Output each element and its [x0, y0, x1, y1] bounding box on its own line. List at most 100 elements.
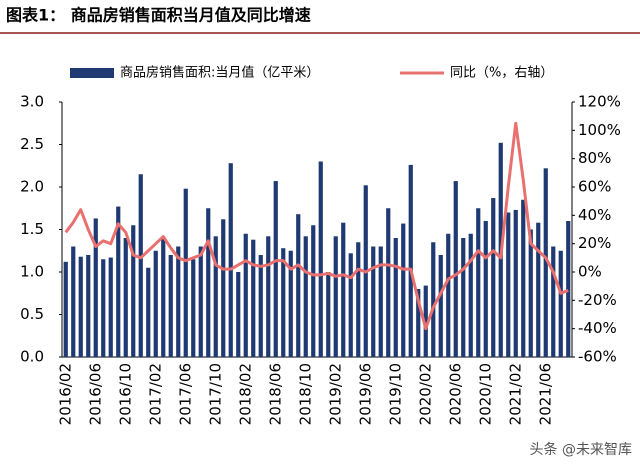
bar [198, 246, 203, 357]
bar [251, 239, 256, 357]
bar [431, 242, 436, 357]
y2-tick-label: 40% [578, 206, 611, 224]
x-tick-label: 2016/10 [116, 363, 134, 425]
bar [506, 212, 511, 357]
x-tick-label: 2020/06 [446, 363, 464, 425]
bar [168, 255, 173, 357]
bar [333, 236, 338, 357]
bar [386, 208, 391, 357]
y-tick-label: 1.0 [20, 263, 44, 281]
bar [236, 272, 241, 357]
legend-swatch [70, 68, 114, 78]
y-tick-label: 2.5 [20, 135, 44, 153]
bar [393, 238, 398, 357]
x-tick-label: 2021/06 [536, 363, 554, 425]
bar [191, 259, 196, 357]
legend-label: 商品房销售面积:当月值（亿平米） [120, 65, 319, 81]
bar [461, 238, 466, 357]
bar [138, 174, 143, 357]
y2-tick-label: 120% [578, 93, 621, 111]
bar [86, 255, 91, 357]
bar [161, 238, 166, 357]
legend-label: 同比（%，右轴） [450, 66, 553, 81]
bar [153, 250, 158, 357]
bar [378, 246, 383, 357]
y2-tick-label: -60% [578, 348, 617, 366]
bar [243, 233, 248, 357]
bar [281, 248, 286, 357]
bar [116, 206, 121, 357]
bar [543, 168, 548, 357]
y2-tick-label: -20% [578, 291, 617, 309]
bar [63, 261, 68, 357]
bar [176, 246, 181, 357]
bar [258, 255, 263, 357]
x-tick-label: 2017/10 [206, 363, 224, 425]
bar [416, 289, 421, 357]
bar [326, 272, 331, 357]
bar [423, 285, 428, 357]
watermark: 头条 @未来智库 [530, 441, 632, 458]
bar [371, 246, 376, 357]
x-tick-label: 2020/10 [476, 363, 494, 425]
bar [536, 222, 541, 357]
bar [491, 198, 496, 357]
y-tick-label: 0.0 [20, 348, 44, 366]
x-tick-label: 2021/02 [506, 363, 524, 425]
bar [483, 221, 488, 357]
bar [318, 161, 323, 357]
bar [146, 267, 151, 357]
line [64, 121, 569, 331]
bar [206, 208, 211, 357]
bar [78, 256, 83, 357]
bar [551, 246, 556, 357]
y-tick-label: 2.0 [20, 178, 44, 196]
bar [183, 188, 188, 357]
bar [446, 233, 451, 357]
bar [528, 229, 533, 357]
y2-tick-label: 100% [578, 121, 621, 139]
x-tick-label: 2016/06 [86, 363, 104, 425]
bar [408, 164, 413, 357]
bar [348, 253, 353, 357]
bar [213, 236, 218, 357]
chart-title: 图表1： 商品房销售面积当月值及同比增速 [6, 6, 311, 25]
bar [453, 181, 458, 357]
x-tick-label: 2020/02 [416, 363, 434, 425]
x-tick-label: 2019/06 [356, 363, 374, 425]
bar [108, 257, 113, 357]
x-tick-label: 2019/02 [326, 363, 344, 425]
x-tick-label: 2016/02 [56, 363, 74, 425]
x-tick-label: 2019/10 [386, 363, 404, 425]
bar [438, 255, 443, 357]
y2-tick-label: 80% [578, 149, 611, 167]
x-tick-label: 2018/06 [266, 363, 284, 425]
bar [93, 218, 98, 357]
bar [468, 233, 473, 357]
x-tick-label: 2018/10 [296, 363, 314, 425]
y2-tick-label: 60% [578, 178, 611, 196]
bar [476, 208, 481, 357]
y2-tick-label: 0% [578, 263, 602, 281]
bar [273, 181, 278, 357]
bar [341, 222, 346, 357]
bar [288, 250, 293, 357]
bar [558, 250, 563, 357]
bar [228, 163, 233, 357]
x-tick-label: 2018/02 [236, 363, 254, 425]
y2-tick-label: -40% [578, 319, 617, 337]
bar [131, 225, 136, 357]
bar [311, 225, 316, 357]
y-tick-label: 3.0 [20, 93, 44, 111]
x-tick-label: 2017/02 [146, 363, 164, 425]
y2-tick-label: 20% [578, 234, 611, 252]
bar [513, 209, 518, 357]
bar [521, 199, 526, 357]
bar [101, 259, 106, 357]
y-tick-label: 1.5 [20, 220, 44, 238]
bar [303, 236, 308, 357]
bar [266, 236, 271, 357]
bar [356, 242, 361, 357]
bar [401, 223, 406, 357]
